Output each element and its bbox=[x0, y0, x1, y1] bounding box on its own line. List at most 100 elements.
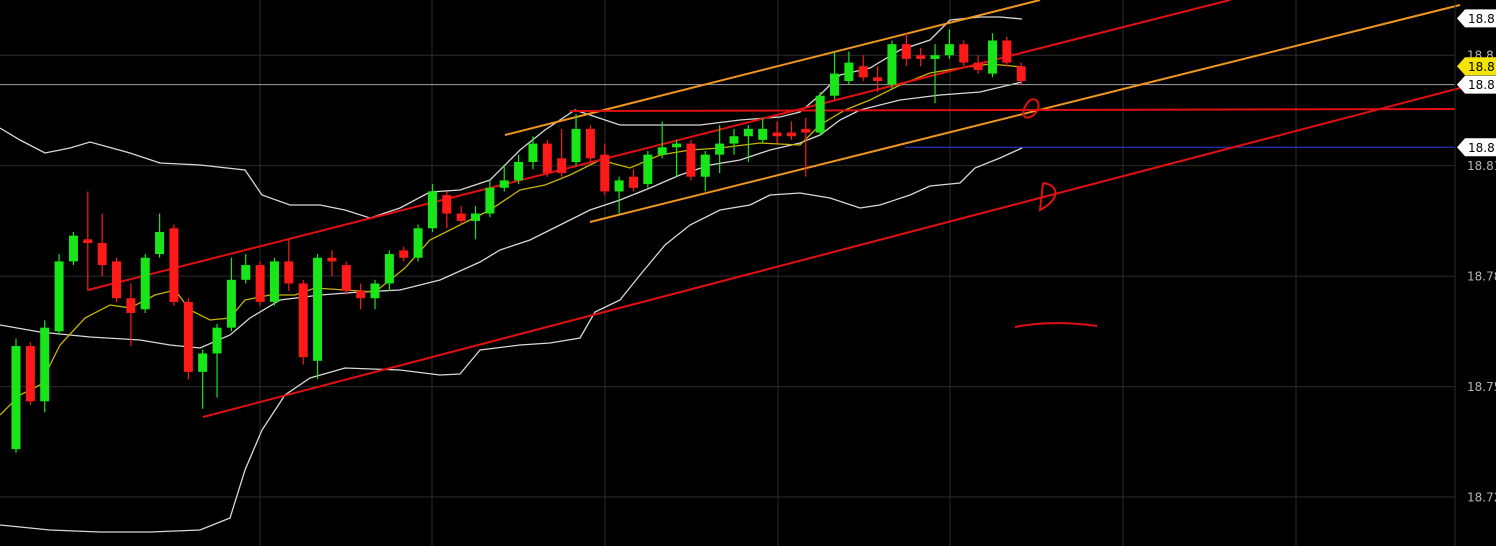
price-tag-label: 18.8 bbox=[1468, 12, 1495, 26]
candle-body bbox=[815, 95, 825, 133]
candle-body bbox=[600, 154, 610, 192]
candle-body bbox=[54, 261, 64, 332]
price-tag bbox=[1457, 75, 1496, 94]
candle-body bbox=[40, 327, 50, 402]
price-tag-label: 18.8 bbox=[1468, 141, 1495, 155]
moving-average bbox=[0, 63, 1023, 416]
candle-body bbox=[112, 261, 122, 299]
candle-body bbox=[68, 235, 78, 262]
trend-line bbox=[589, 4, 1461, 223]
y-axis: 18.72 18.75 18.78 18.81 18.8 bbox=[1467, 49, 1496, 505]
candle-body bbox=[973, 62, 983, 70]
candle-body bbox=[844, 62, 854, 81]
candle-body bbox=[241, 265, 251, 280]
candle-body bbox=[499, 180, 509, 188]
candle-body bbox=[169, 228, 179, 302]
trend-line bbox=[202, 87, 1461, 418]
candle-body bbox=[126, 298, 136, 313]
price-tag bbox=[1457, 57, 1496, 76]
horizontal-line bbox=[569, 108, 1456, 112]
candle-body bbox=[384, 254, 394, 284]
candle-body bbox=[413, 228, 423, 258]
trend-line bbox=[87, 0, 1231, 291]
candle-body bbox=[873, 77, 883, 81]
candle-body bbox=[155, 231, 165, 255]
y-tick-label: 18.81 bbox=[1467, 159, 1496, 173]
hand-drawing bbox=[1022, 98, 1040, 119]
hand-drawing bbox=[1038, 182, 1057, 212]
candle-body bbox=[25, 346, 35, 402]
bollinger-middle bbox=[0, 81, 1023, 349]
candle-body bbox=[901, 44, 911, 59]
price-lines bbox=[0, 84, 1455, 148]
candle-body bbox=[1002, 40, 1012, 63]
candles bbox=[11, 29, 1026, 453]
candle-body bbox=[269, 261, 279, 302]
candle-body bbox=[715, 143, 725, 155]
candle-body bbox=[686, 143, 696, 177]
y-tick-label: 18.78 bbox=[1467, 270, 1496, 284]
candle-body bbox=[758, 128, 768, 140]
candle-body bbox=[585, 128, 595, 159]
price-tags: 18.8 18.8 18.8 18.8 bbox=[1457, 9, 1496, 157]
candle-body bbox=[743, 128, 753, 137]
indicators bbox=[0, 16, 1023, 533]
candle-body bbox=[528, 143, 538, 162]
candle-body bbox=[370, 283, 380, 299]
price-tag bbox=[1457, 138, 1496, 157]
candle-body bbox=[198, 353, 208, 372]
candle-body bbox=[97, 242, 107, 266]
bollinger-lower bbox=[0, 147, 1023, 533]
price-tag-label: 18.8 bbox=[1468, 78, 1495, 92]
candle-body bbox=[427, 191, 437, 229]
candle-body bbox=[987, 40, 997, 74]
candle-body bbox=[11, 346, 21, 450]
candle-body bbox=[786, 132, 796, 137]
candle-body bbox=[485, 187, 495, 214]
price-tag-label: 18.8 bbox=[1468, 60, 1495, 74]
candle-body bbox=[944, 44, 954, 56]
candle-body bbox=[700, 154, 710, 177]
candle-body bbox=[858, 66, 868, 78]
candle-body bbox=[442, 195, 452, 214]
candle-body bbox=[399, 250, 409, 258]
y-tick-label: 18.72 bbox=[1467, 491, 1496, 505]
candle-body bbox=[571, 128, 581, 162]
candle-body bbox=[298, 283, 308, 358]
candle-body bbox=[255, 265, 265, 302]
hand-drawing bbox=[1014, 322, 1098, 328]
candle-body bbox=[456, 213, 466, 221]
candle-body bbox=[887, 44, 897, 85]
candle-body bbox=[226, 279, 236, 328]
candle-body bbox=[772, 132, 782, 137]
candle-body bbox=[341, 265, 351, 291]
bollinger-upper bbox=[0, 16, 1023, 219]
candle-body bbox=[614, 180, 624, 192]
y-tick-label: 18.75 bbox=[1467, 380, 1496, 394]
candle-body bbox=[916, 55, 926, 59]
price-tag bbox=[1457, 9, 1496, 28]
candle-body bbox=[284, 261, 294, 284]
candle-body bbox=[801, 128, 811, 133]
candle-body bbox=[672, 143, 682, 148]
candle-body bbox=[212, 327, 222, 354]
candle-body bbox=[557, 158, 567, 174]
drawings bbox=[87, 0, 1461, 418]
candle-body bbox=[1016, 66, 1026, 81]
candle-body bbox=[356, 290, 366, 299]
vertical-grid bbox=[259, 0, 1297, 546]
candle-body bbox=[930, 55, 940, 59]
candle-body bbox=[542, 143, 552, 174]
candle-body bbox=[471, 213, 481, 221]
candle-body bbox=[830, 73, 840, 96]
candle-body bbox=[643, 154, 653, 185]
candle-body bbox=[657, 147, 667, 155]
candle-body bbox=[628, 176, 638, 188]
trend-line bbox=[504, 0, 1041, 136]
candle-body bbox=[183, 301, 193, 372]
candle-body bbox=[729, 136, 739, 144]
candle-body bbox=[959, 44, 969, 63]
candle-body bbox=[83, 239, 93, 243]
